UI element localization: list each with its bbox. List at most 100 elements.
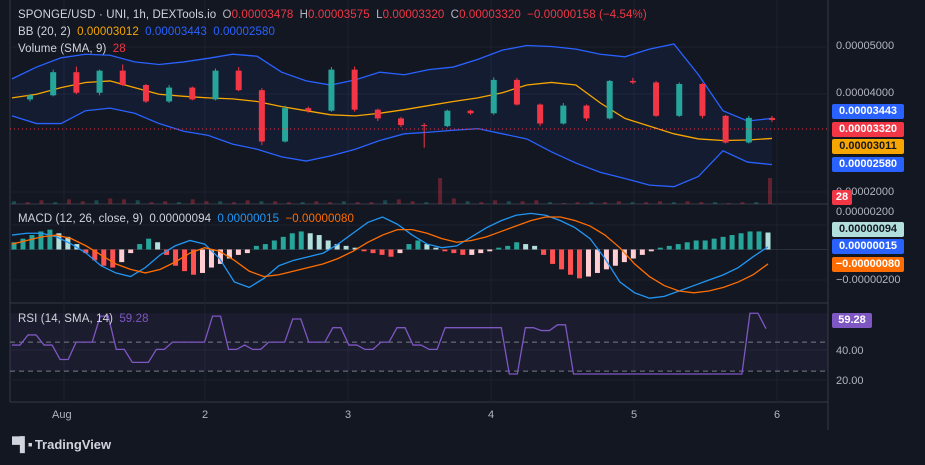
candle-body: [50, 72, 57, 96]
candle-body: [328, 69, 335, 111]
volume-bar: [520, 201, 525, 204]
macd-legend[interactable]: MACD (12, 26, close, 9) 0.00000094 0.000…: [18, 213, 357, 225]
candle-body: [653, 82, 660, 116]
volume-bar: [369, 202, 374, 204]
close-price-tag: 0.00003320: [832, 122, 904, 137]
macd-histogram-bar: [119, 249, 125, 263]
macd-label: MACD (12, 26, close, 9): [18, 213, 144, 225]
rsi-line: [12, 312, 767, 375]
candle-body: [513, 79, 520, 105]
macd-histogram-bar: [379, 249, 385, 255]
volume-bar: [314, 201, 319, 204]
macd-histogram-bar: [226, 249, 232, 259]
volume-bar: [286, 202, 291, 204]
macd-signal-line: [11, 216, 769, 294]
macd-histogram-bar: [541, 249, 547, 255]
macd-histogram-bar: [559, 249, 565, 270]
macd-histogram-bar: [137, 244, 143, 250]
price-tick-1: 0.00005000: [836, 40, 895, 52]
macd-histogram-bar: [110, 249, 116, 268]
bb-label: BB (20, 2): [18, 26, 71, 38]
volume-bar: [108, 198, 113, 204]
macd-histogram-bar: [298, 231, 304, 250]
macd-histogram-bar: [65, 236, 71, 250]
macd-line: [11, 212, 769, 299]
macd-histogram-bar: [451, 249, 457, 254]
volume-bar: [726, 203, 731, 204]
volume-bar: [589, 202, 594, 204]
candle-body: [119, 70, 126, 86]
candle-body: [560, 105, 567, 124]
candle-body: [421, 125, 428, 127]
macd-histogram-bar: [182, 249, 188, 272]
macd-histogram-bar: [164, 249, 170, 255]
volume-bar: [575, 202, 580, 204]
bb-lower-tag: 0.00002580: [832, 157, 904, 172]
macd-histogram-bar: [738, 233, 744, 250]
candle-body: [305, 108, 312, 111]
macd-histogram-bar: [316, 235, 322, 250]
macd-tick-1: 0.00000200: [836, 206, 895, 218]
volume-bar: [94, 200, 99, 204]
candle-body: [745, 117, 752, 143]
candle-body: [189, 87, 196, 100]
macd-histogram-bar: [496, 247, 502, 250]
bb-legend[interactable]: BB (20, 2) 0.00003012 0.00003443 0.00002…: [18, 26, 278, 38]
macd-histogram-bar: [361, 249, 367, 252]
rsi-legend[interactable]: RSI (14, SMA, 14) 59.28: [18, 313, 152, 325]
macd-histogram-bar: [765, 232, 771, 250]
macd-histogram-bar: [289, 233, 295, 250]
low-value: 0.00003320: [382, 9, 445, 21]
macd-histogram-bar: [424, 244, 430, 250]
volume-bar: [190, 199, 195, 204]
price-tick-2: 0.00004000: [836, 87, 895, 99]
volume-bar: [479, 202, 484, 204]
volume-bar: [204, 201, 209, 204]
tradingview-logo-icon: ▀▌▪: [12, 436, 33, 452]
macd-histogram-bar: [684, 242, 690, 250]
rsi-label: RSI (14, SMA, 14): [18, 313, 114, 325]
bb-lower-line: [11, 107, 773, 188]
macd-histogram-bar: [415, 240, 421, 250]
candle-body: [351, 69, 358, 110]
bb-basis-tag: 0.00003011: [832, 139, 904, 154]
macd-histogram-bar: [585, 249, 591, 277]
macd-histogram-bar: [729, 235, 735, 250]
brand-name: TradingView: [34, 436, 112, 452]
tradingview-brand[interactable]: ▀▌▪ TradingView: [12, 436, 111, 452]
macd-histogram-bar: [487, 249, 493, 252]
volume-bar: [259, 201, 264, 204]
macd-histogram-bar: [577, 249, 582, 279]
macd-histogram-bar: [568, 249, 574, 275]
macd-histogram-bar: [83, 249, 89, 254]
macd-histogram-bar: [334, 244, 340, 250]
macd-histogram-bar: [208, 249, 214, 268]
macd-histogram-bar: [639, 249, 645, 255]
candle-body: [583, 105, 590, 119]
volume-bar: [506, 201, 511, 204]
macd-histogram-bar: [594, 249, 600, 273]
volume-legend[interactable]: Volume (SMA, 9) 28: [18, 43, 129, 55]
macd-histogram-bar: [11, 242, 17, 250]
macd-histogram-bar: [155, 242, 161, 250]
volume-bar: [355, 202, 360, 204]
open-label: O: [222, 9, 232, 21]
macd-histogram-bar: [388, 249, 394, 257]
bb-upper-tag: 0.00003443: [832, 104, 904, 119]
volume-bar: [176, 202, 181, 204]
volume-bar: [561, 203, 566, 204]
macd-histogram-bar: [702, 240, 708, 250]
volume-tag: 28: [832, 190, 852, 205]
macd-histogram-bar: [603, 249, 609, 270]
macd-histogram-bar: [657, 247, 663, 250]
symbol-legend: SPONGE/USD · UNI, 1h, DEXTools.io O0.000…: [18, 9, 650, 21]
volume-bar: [410, 201, 415, 204]
macd-histogram-bar: [217, 249, 223, 264]
volume-bar: [396, 199, 401, 204]
time-label-4: 4: [488, 409, 495, 421]
volume-bar: [135, 200, 140, 204]
low-label: L: [376, 9, 383, 21]
